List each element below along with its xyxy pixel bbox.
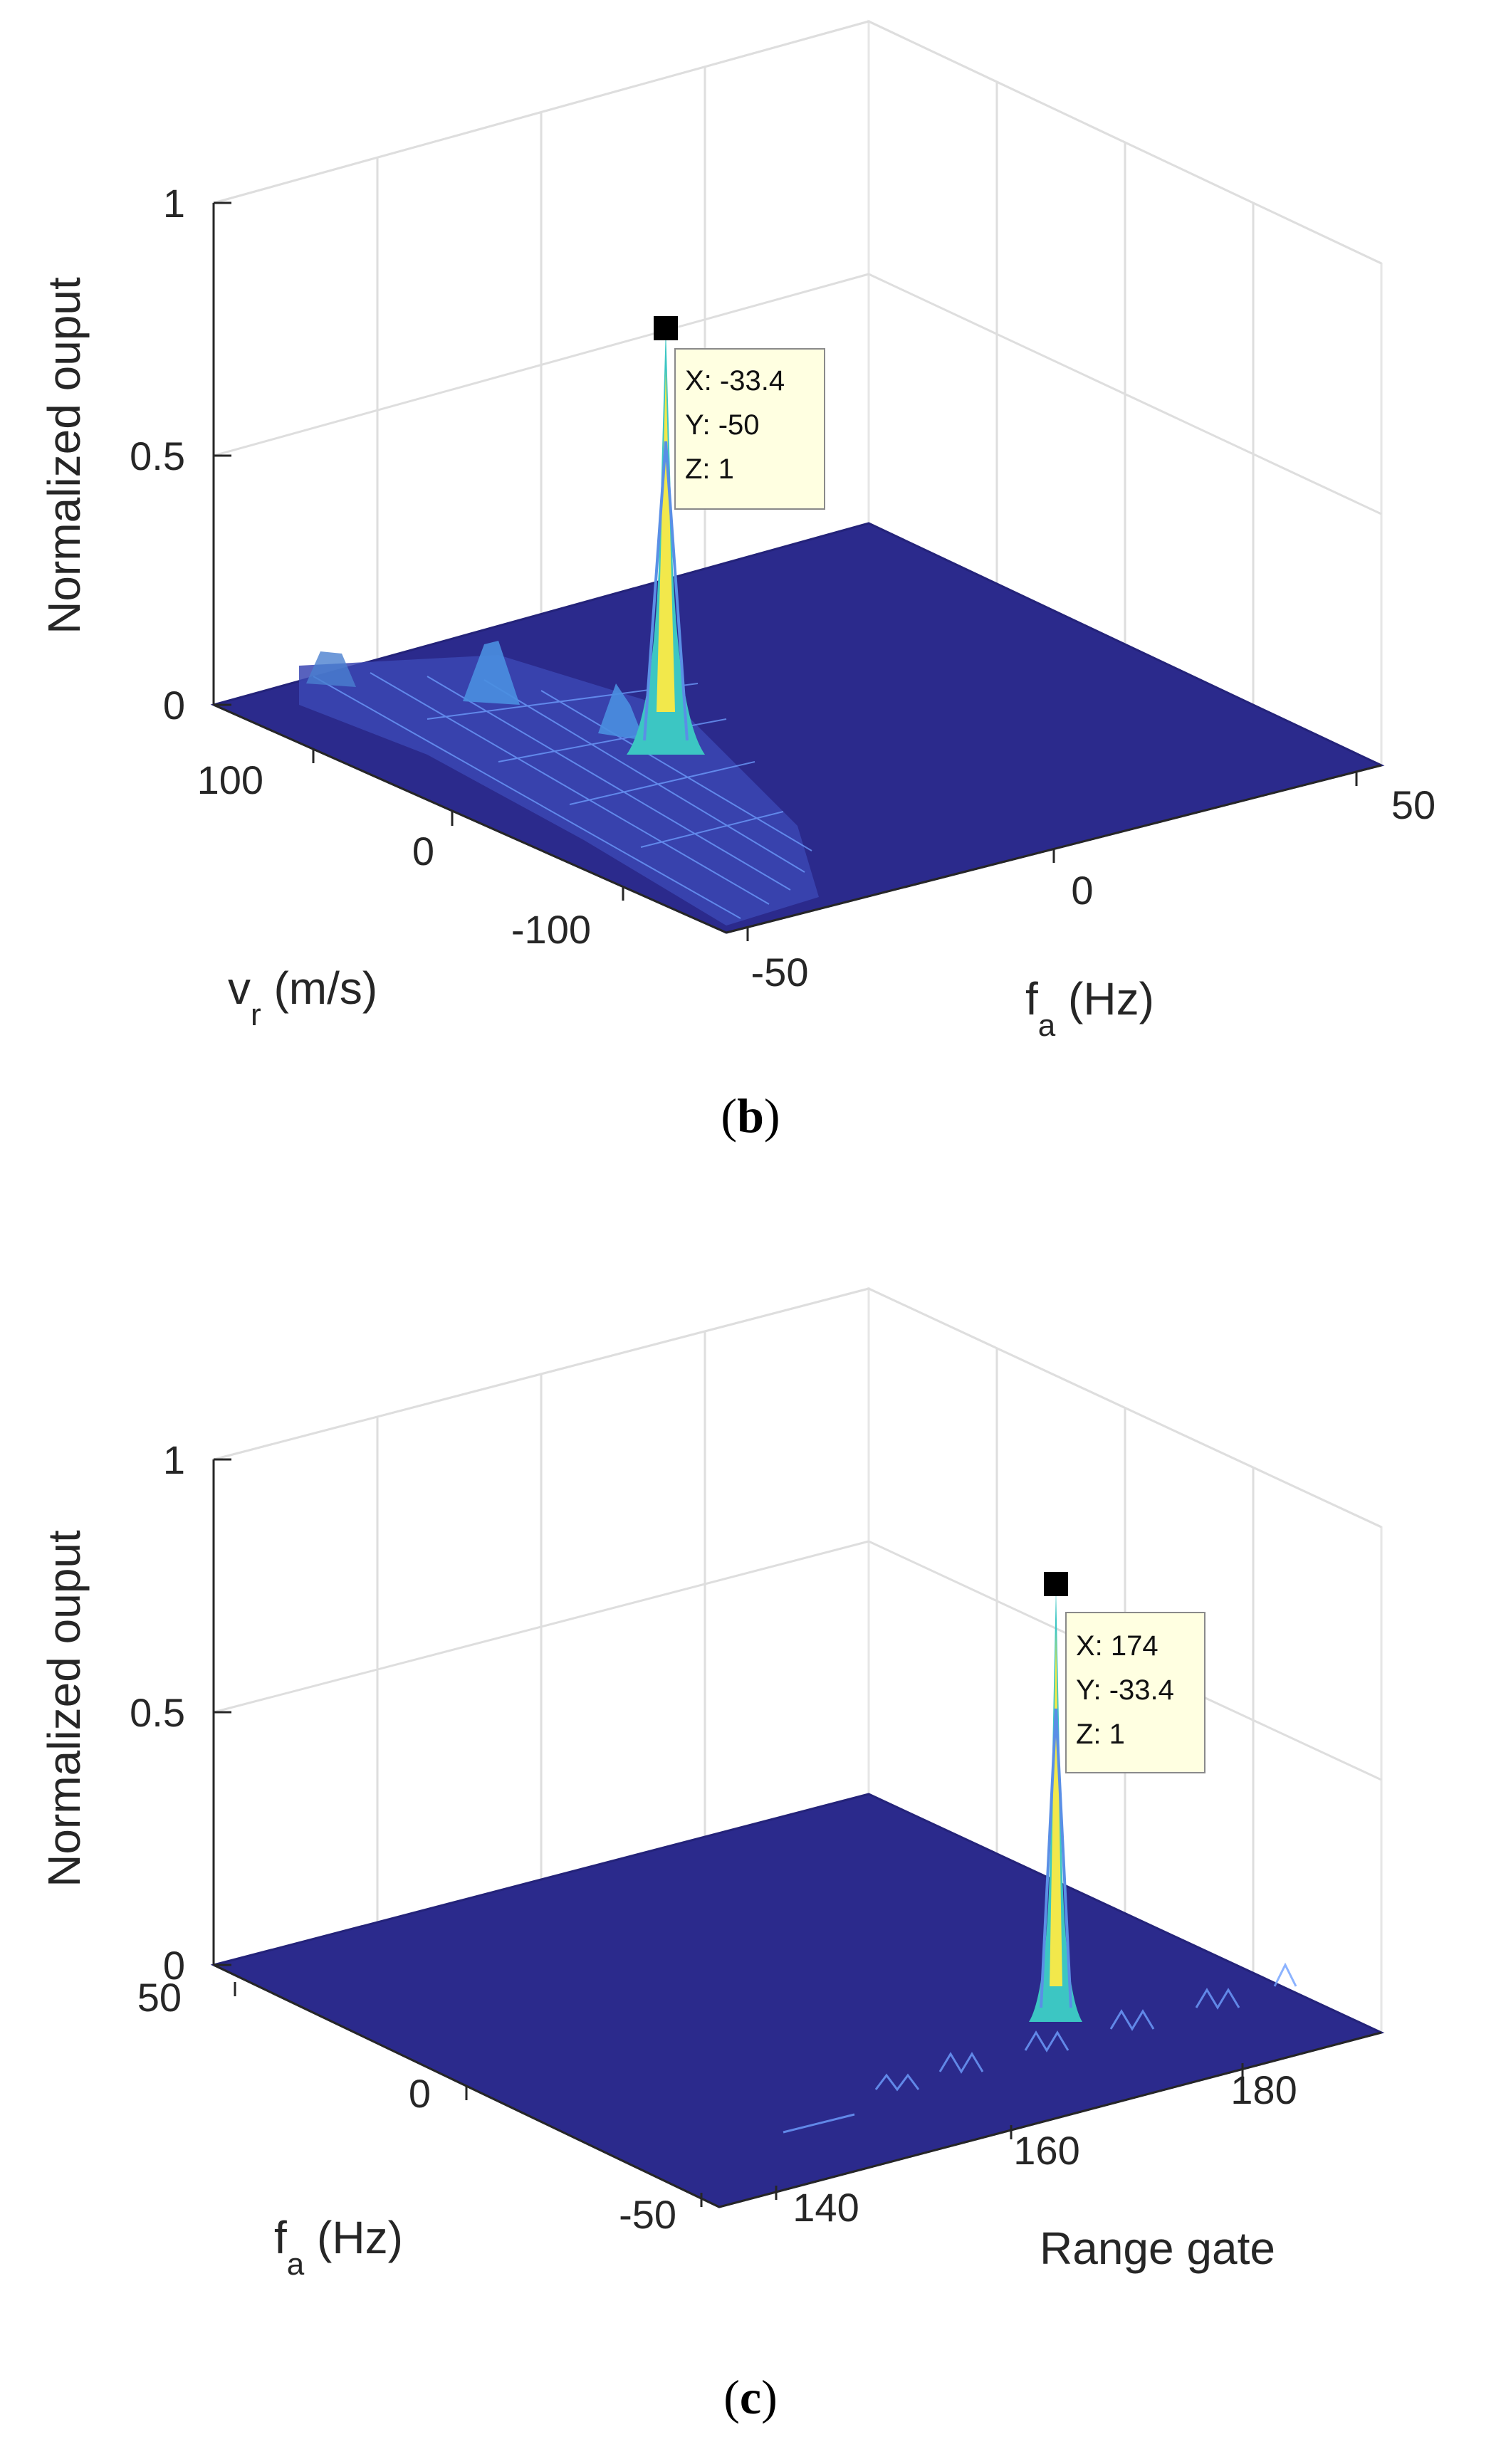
panel-b-z-ticks: 0 0.5 1 (130, 181, 185, 728)
panel-b-peak (627, 316, 705, 755)
panel-b-ytick-1: 0 (412, 829, 434, 874)
panel-b-bump-3 (306, 651, 356, 687)
panel-b-xlabel: fa (Hz) (1025, 973, 1154, 1043)
panel-c-ylabel-main: f (274, 2212, 287, 2263)
panel-b-ztick-0: 0 (163, 683, 185, 728)
panel-c: X: 174 Y: -33.4 Z: 1 0 0.5 1 50 (38, 1286, 1385, 2424)
panel-b-xlabel-rest: (Hz) (1055, 973, 1154, 1024)
panel-b-xtick-0: -50 (751, 950, 809, 995)
panel-b-ylabel-sub: r (251, 997, 261, 1032)
panel-c-peak-core (1050, 1630, 1062, 1986)
panel-c-datatip-y: Y: -33.4 (1076, 1674, 1174, 1706)
panel-b-ylabel-rest: (m/s) (261, 963, 378, 1014)
panel-c-z-ticks: 0 0.5 1 (130, 1437, 185, 1988)
panel-b-bump-1 (463, 641, 520, 705)
panel-b-peak-marker[interactable] (654, 316, 678, 340)
panel-c-axes (212, 1458, 1382, 2208)
panel-b-ztick-1: 0.5 (130, 434, 185, 478)
panel-b-ytick-2: -100 (511, 907, 591, 952)
panel-b-xlabel-sub: a (1038, 1008, 1056, 1043)
panel-c-xtick-2: 180 (1230, 2067, 1297, 2112)
panel-c-back-walls (212, 1286, 1383, 2035)
panel-b: X: -33.4 Y: -50 Z: 1 0 0.5 1 (38, 19, 1436, 1143)
panel-c-xtick-0: 140 (793, 2185, 859, 2230)
panel-b-caption: (b) (721, 1089, 780, 1143)
panel-b-xtick-2: 50 (1391, 782, 1435, 827)
panel-b-datatip-x: X: -33.4 (685, 365, 785, 397)
panel-b-datatip-z: Z: 1 (685, 454, 734, 485)
panel-b-datatip-y: Y: -50 (685, 409, 760, 441)
panel-c-datatip-z: Z: 1 (1076, 1719, 1125, 1750)
panel-b-xlabel-main: f (1025, 973, 1038, 1024)
panel-b-ztick-2: 1 (163, 181, 185, 226)
panel-b-ylabel: vr (m/s) (228, 963, 377, 1032)
panel-c-ylabel: fa (Hz) (274, 2212, 403, 2282)
panel-b-axes (212, 201, 1382, 941)
panel-c-xlabel: Range gate (1040, 2223, 1275, 2274)
panel-b-bump-2 (598, 683, 644, 740)
panel-c-peak (1029, 1572, 1082, 2022)
panel-c-ztick-1: 0.5 (130, 1690, 185, 1735)
panel-c-zlabel: Normalized ouput (38, 1530, 90, 1887)
panel-c-ytick-1: 0 (409, 2071, 431, 2116)
panel-c-x-ticks: 140 160 180 (793, 2067, 1297, 2230)
panel-c-caption: (c) (723, 2370, 778, 2424)
panel-b-zlabel: Normalized ouput (38, 277, 90, 634)
panel-b-datatip[interactable]: X: -33.4 Y: -50 Z: 1 (674, 348, 825, 510)
panel-c-y-ticks: 50 0 -50 (137, 1975, 676, 2237)
panel-b-back-walls (212, 19, 1383, 767)
panel-b-x-ticks: -50 0 50 (751, 782, 1436, 995)
panel-c-ytick-0: 50 (137, 1975, 182, 2020)
panel-b-xtick-1: 0 (1071, 868, 1093, 913)
panel-c-xtick-1: 160 (1013, 2128, 1079, 2173)
panel-b-peak-core (657, 370, 675, 712)
panel-b-y-ticks: 100 0 -100 (197, 757, 591, 952)
panel-c-datatip-x: X: 174 (1076, 1630, 1159, 1662)
panel-c-ztick-0: 0 (163, 1943, 185, 1988)
panel-c-ytick-2: -50 (619, 2192, 676, 2237)
panel-c-ylabel-sub: a (287, 2247, 305, 2282)
panel-c-peak-marker[interactable] (1044, 1572, 1068, 1596)
panel-c-datatip[interactable]: X: 174 Y: -33.4 Z: 1 (1065, 1612, 1205, 1773)
panel-c-ylabel-rest: (Hz) (304, 2212, 403, 2263)
panel-b-ylabel-main: v (228, 963, 251, 1014)
panel-b-ytick-0: 100 (197, 757, 263, 802)
panel-c-ztick-2: 1 (163, 1437, 185, 1482)
